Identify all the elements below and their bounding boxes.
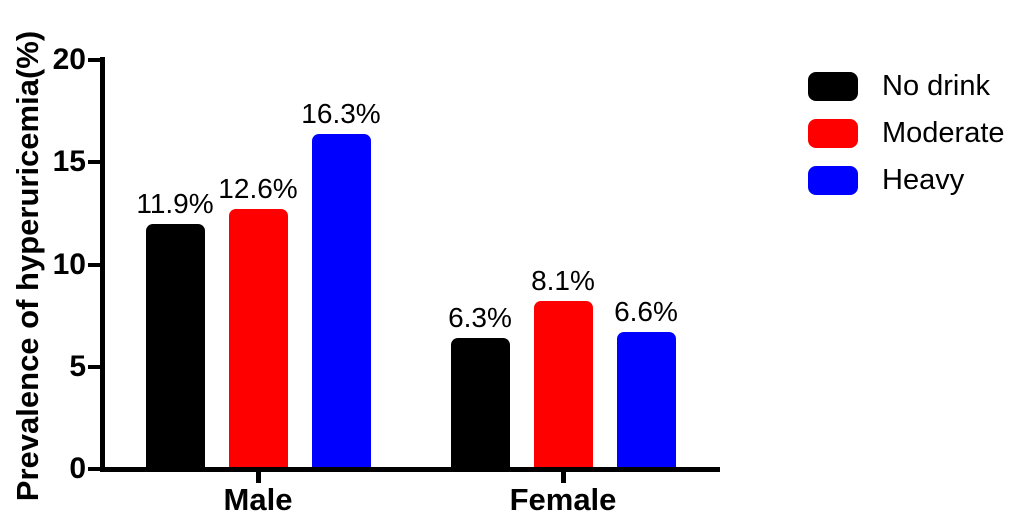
x-category-label: Female [509, 482, 617, 517]
y-tick-label: 0 [69, 452, 86, 485]
bar [616, 332, 676, 467]
legend-swatch [808, 72, 858, 101]
x-category-label: Male [223, 482, 293, 517]
legend-row: Heavy [808, 166, 1005, 195]
bar [228, 209, 288, 467]
y-tick-mark [88, 262, 100, 267]
y-tick-mark [88, 58, 100, 62]
y-tick-label: 15 [52, 145, 86, 179]
y-tick-label: 20 [52, 43, 86, 76]
y-tick-mark [88, 160, 100, 165]
bar-value-label: 16.3% [301, 97, 381, 129]
legend-label: Moderate [882, 117, 1005, 149]
bar [533, 301, 593, 467]
bar-value-label: 6.6% [614, 296, 678, 328]
legend-swatch [808, 166, 858, 195]
y-tick-mark [88, 364, 100, 369]
legend-row: Moderate [808, 119, 1005, 148]
legend-label: Heavy [882, 164, 965, 196]
bar [450, 338, 510, 467]
bar [311, 133, 371, 467]
legend: No drink Moderate Heavy [808, 72, 1005, 213]
y-tick-mark [88, 467, 100, 471]
y-axis-line [100, 57, 105, 472]
y-tick-label: 10 [52, 247, 86, 281]
legend-swatch [808, 119, 858, 148]
bar-value-label: 6.3% [448, 302, 512, 334]
bar-value-label: 11.9% [136, 187, 214, 219]
x-tick-mark [255, 472, 261, 483]
legend-label: No drink [882, 70, 990, 102]
y-tick-label: 5 [69, 349, 86, 383]
bar-value-label: 12.6% [218, 173, 298, 205]
x-tick-mark [560, 472, 566, 483]
legend-row: No drink [808, 72, 1005, 101]
bar-value-label: 8.1% [531, 265, 595, 297]
bar [145, 223, 205, 467]
x-axis-line [100, 467, 720, 472]
